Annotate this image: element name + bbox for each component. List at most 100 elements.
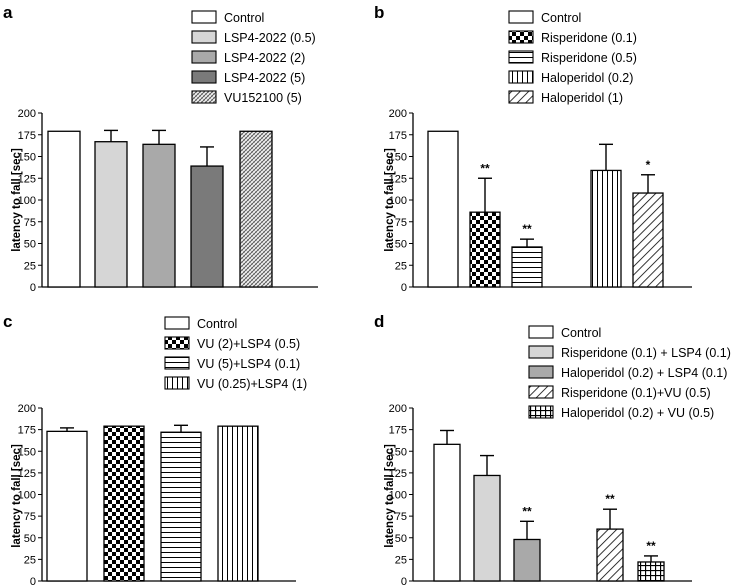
- y-axis-label: latency to fall [sec]: [11, 148, 23, 252]
- bar: [473, 474, 501, 582]
- y-tick-label: 175: [18, 130, 36, 142]
- legend-label: Haloperidol (0.2): [541, 71, 633, 85]
- y-tick-label: 150: [18, 152, 36, 164]
- legend-label: LSP4-2022 (5): [224, 71, 305, 85]
- y-axis-label: latency to fall [sec]: [384, 148, 396, 252]
- significance-marker: **: [605, 492, 615, 506]
- y-tick-label: 125: [18, 173, 36, 185]
- legend-label: Haloperidol (1): [541, 91, 623, 105]
- legend-swatch: [508, 30, 534, 44]
- y-tick-label: 75: [395, 511, 407, 523]
- legend-label: VU (2)+LSP4 (0.5): [197, 337, 300, 351]
- bar: [239, 130, 273, 288]
- bar: [511, 246, 543, 288]
- legend-label: VU (5)+LSP4 (0.1): [197, 357, 300, 371]
- legend-label: Control: [561, 326, 601, 340]
- legend-label: Control: [224, 11, 264, 25]
- legend-swatch: [528, 365, 554, 379]
- legend-swatch: [528, 405, 554, 419]
- legend-swatch: [191, 90, 217, 104]
- legend-label: VU152100 (5): [224, 91, 302, 105]
- significance-marker: **: [646, 539, 656, 553]
- legend-swatch: [164, 376, 190, 390]
- y-tick-label: 25: [24, 554, 36, 566]
- y-tick-label: 100: [18, 490, 36, 502]
- legend-swatch: [528, 385, 554, 399]
- y-tick-label: 200: [389, 108, 407, 120]
- bar: [427, 130, 459, 288]
- bar: [47, 130, 81, 288]
- y-tick-label: 150: [18, 446, 36, 458]
- y-tick-label: 25: [24, 260, 36, 272]
- panel-label: c: [3, 312, 12, 331]
- y-tick-label: 200: [18, 108, 36, 120]
- panel-label: d: [374, 312, 384, 331]
- panel-b: b latency to fall [sec] 0 25 50 75 100 125 150 17…: [374, 3, 692, 294]
- legend-label: Control: [541, 11, 581, 25]
- legend-swatch: [508, 90, 534, 104]
- y-tick-label: 75: [24, 511, 36, 523]
- y-tick-label: 125: [18, 468, 36, 480]
- legend-swatch: [164, 316, 190, 330]
- y-tick-label: 125: [389, 173, 407, 185]
- legend-swatch: [191, 30, 217, 44]
- legend-swatch: [191, 70, 217, 84]
- y-tick-label: 100: [389, 490, 407, 502]
- significance-marker: **: [522, 222, 532, 236]
- bar: [596, 528, 624, 582]
- y-tick-label: 200: [18, 403, 36, 415]
- y-tick-label: 0: [401, 282, 407, 294]
- legend-label: LSP4-2022 (2): [224, 51, 305, 65]
- y-tick-label: 150: [389, 152, 407, 164]
- y-tick-label: 0: [30, 576, 36, 587]
- y-tick-label: 100: [389, 195, 407, 207]
- y-tick-label: 50: [395, 533, 407, 545]
- legend-label: Risperidone (0.1): [541, 31, 637, 45]
- legend: Control VU (2)+LSP4 (0.5) VU (5)+LSP4 (0.1…: [164, 316, 307, 391]
- bar: [142, 143, 176, 288]
- legend-swatch: [164, 356, 190, 370]
- y-tick-label: 100: [18, 195, 36, 207]
- legend-label: VU (0.25)+LSP4 (1): [197, 377, 307, 391]
- bar: [217, 425, 259, 582]
- legend-swatch: [508, 10, 534, 24]
- significance-marker: **: [522, 504, 532, 518]
- legend-label: Haloperidol (0.2) + VU (0.5): [561, 406, 714, 420]
- legend-swatch: [191, 10, 217, 24]
- bar: [632, 192, 664, 288]
- y-tick-label: 0: [401, 576, 407, 587]
- y-tick-label: 50: [24, 533, 36, 545]
- bar: [590, 169, 622, 288]
- bar: [94, 141, 128, 288]
- legend-label: Risperidone (0.1)+VU (0.5): [561, 386, 711, 400]
- y-axis-label: latency to fall [sec]: [384, 444, 396, 548]
- legend-label: Risperidone (0.1) + LSP4 (0.1): [561, 346, 731, 360]
- y-tick-label: 25: [395, 260, 407, 272]
- bar: [513, 538, 541, 582]
- y-tick-label: 50: [24, 239, 36, 251]
- panel-c: c latency to fall [sec] 0 25 50 75 100 125 150 17…: [3, 312, 307, 587]
- legend-swatch: [508, 70, 534, 84]
- y-tick-label: 175: [389, 130, 407, 142]
- legend: Control Risperidone (0.1) + LSP4 (0.1) Hal…: [528, 325, 731, 420]
- legend-label: Haloperidol (0.2) + LSP4 (0.1): [561, 366, 727, 380]
- bar: [433, 443, 461, 582]
- y-tick-label: 125: [389, 468, 407, 480]
- panel-label: a: [3, 3, 13, 22]
- bar: [469, 211, 501, 288]
- y-tick-label: 75: [395, 217, 407, 229]
- legend-swatch: [164, 336, 190, 350]
- legend: Control LSP4-2022 (0.5) LSP4-2022 (2) LSP4-…: [191, 10, 316, 105]
- y-tick-label: 25: [395, 554, 407, 566]
- bar: [637, 561, 665, 582]
- significance-marker: *: [646, 158, 651, 172]
- legend-swatch: [528, 325, 554, 339]
- bar: [190, 165, 224, 288]
- panel-a: a latency to fall [sec] 0 25 50 75 100 125 150 17…: [3, 3, 318, 294]
- legend-swatch: [191, 50, 217, 64]
- significance-marker: **: [480, 161, 490, 175]
- y-tick-label: 175: [18, 425, 36, 437]
- legend: Control Risperidone (0.1) Risperidone (0.5…: [508, 10, 637, 105]
- panel-d: d latency to fall [sec] 0 25 50 75 100 125 150 17…: [374, 312, 731, 587]
